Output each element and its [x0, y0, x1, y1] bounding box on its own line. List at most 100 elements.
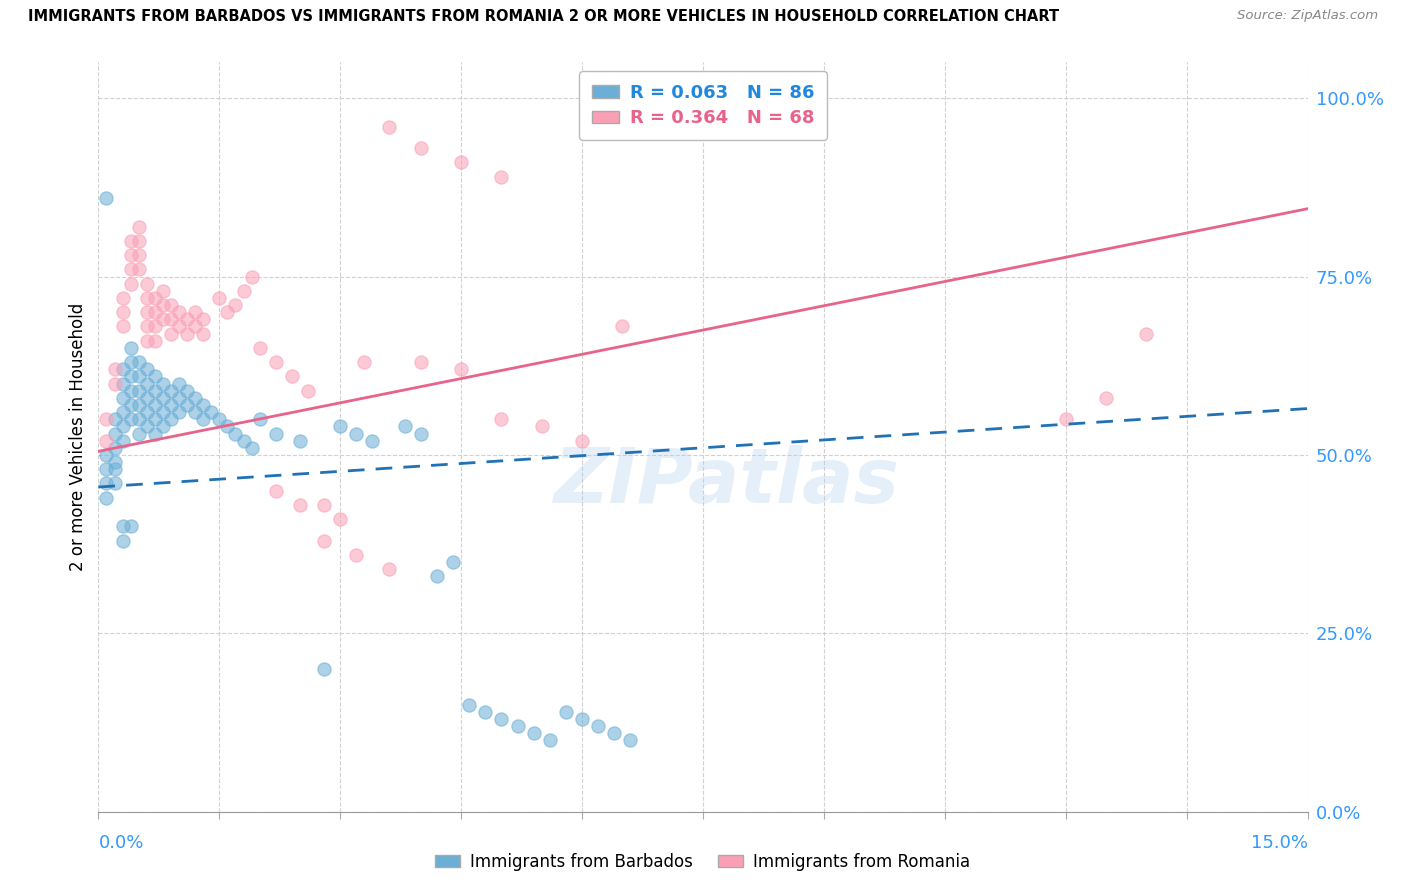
Point — [208, 291, 231, 305]
Point — [111, 434, 134, 448]
Point — [193, 312, 215, 326]
Point — [160, 412, 183, 426]
Point — [152, 419, 174, 434]
Point — [538, 733, 561, 747]
Point — [176, 326, 198, 341]
Point — [143, 384, 166, 398]
Point — [281, 369, 304, 384]
Point — [135, 319, 157, 334]
Point — [128, 355, 150, 369]
Point — [1095, 391, 1118, 405]
Point — [135, 277, 157, 291]
Y-axis label: 2 or more Vehicles in Household: 2 or more Vehicles in Household — [69, 303, 87, 571]
Point — [103, 476, 125, 491]
Point — [167, 391, 190, 405]
Point — [152, 405, 174, 419]
Point — [160, 384, 183, 398]
Point — [135, 305, 157, 319]
Point — [143, 291, 166, 305]
Point — [224, 426, 246, 441]
Point — [111, 391, 134, 405]
Point — [103, 441, 125, 455]
Point — [288, 434, 311, 448]
Point — [297, 384, 319, 398]
Point — [184, 391, 207, 405]
Point — [135, 391, 157, 405]
Point — [96, 476, 118, 491]
Point — [96, 462, 118, 476]
Point — [217, 419, 239, 434]
Point — [193, 412, 215, 426]
Point — [120, 369, 142, 384]
Point — [491, 169, 513, 184]
Point — [184, 305, 207, 319]
Point — [264, 483, 287, 498]
Point — [232, 284, 254, 298]
Point — [240, 269, 263, 284]
Point — [120, 248, 142, 262]
Point — [409, 141, 432, 155]
Point — [217, 305, 239, 319]
Point — [329, 512, 352, 526]
Point — [143, 319, 166, 334]
Point — [167, 376, 190, 391]
Point — [120, 412, 142, 426]
Point — [240, 441, 263, 455]
Point — [571, 434, 593, 448]
Point — [160, 398, 183, 412]
Point — [193, 398, 215, 412]
Point — [176, 384, 198, 398]
Point — [120, 234, 142, 248]
Point — [361, 434, 384, 448]
Point — [474, 705, 496, 719]
Point — [167, 319, 190, 334]
Point — [96, 412, 118, 426]
Point — [314, 498, 336, 512]
Point — [128, 234, 150, 248]
Point — [128, 426, 150, 441]
Point — [135, 291, 157, 305]
Point — [152, 312, 174, 326]
Point — [377, 562, 399, 576]
Point — [143, 369, 166, 384]
Point — [111, 419, 134, 434]
Point — [612, 319, 634, 334]
Point — [160, 312, 183, 326]
Point — [176, 312, 198, 326]
Point — [135, 376, 157, 391]
Text: 15.0%: 15.0% — [1250, 834, 1308, 852]
Point — [111, 319, 134, 334]
Point — [128, 219, 150, 234]
Text: 0.0%: 0.0% — [98, 834, 143, 852]
Point — [152, 284, 174, 298]
Point — [264, 355, 287, 369]
Point — [143, 426, 166, 441]
Point — [394, 419, 416, 434]
Point — [208, 412, 231, 426]
Point — [184, 319, 207, 334]
Point — [120, 384, 142, 398]
Point — [135, 334, 157, 348]
Point — [128, 248, 150, 262]
Point — [603, 726, 626, 740]
Point — [103, 376, 125, 391]
Point — [314, 662, 336, 676]
Point — [103, 412, 125, 426]
Point — [111, 376, 134, 391]
Point — [1135, 326, 1157, 341]
Point — [135, 362, 157, 376]
Point — [128, 398, 150, 412]
Point — [135, 405, 157, 419]
Point — [176, 398, 198, 412]
Point — [571, 712, 593, 726]
Point — [619, 733, 641, 747]
Point — [143, 398, 166, 412]
Point — [128, 384, 150, 398]
Point — [441, 555, 464, 569]
Point — [152, 391, 174, 405]
Point — [111, 533, 134, 548]
Point — [128, 262, 150, 277]
Point — [96, 434, 118, 448]
Point — [249, 412, 271, 426]
Point — [152, 298, 174, 312]
